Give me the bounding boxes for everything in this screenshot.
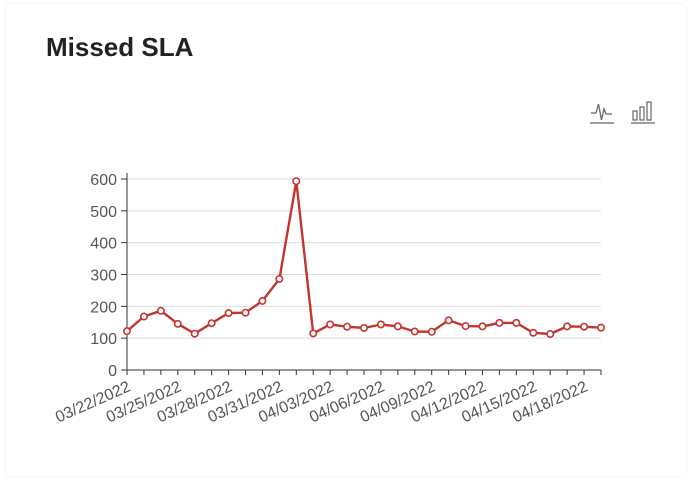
data-point bbox=[139, 312, 148, 321]
data-point bbox=[241, 308, 250, 317]
y-tick-label: 500 bbox=[90, 204, 117, 221]
data-point bbox=[359, 323, 368, 332]
y-tick-label: 300 bbox=[90, 268, 117, 285]
data-point bbox=[173, 319, 182, 328]
data-point bbox=[292, 177, 301, 186]
data-point bbox=[410, 327, 419, 336]
y-axis-ticks: 0 100 200 300 400 500 600 bbox=[90, 172, 127, 380]
data-point bbox=[529, 328, 538, 337]
y-tick-label: 100 bbox=[90, 331, 117, 348]
data-point bbox=[427, 327, 436, 336]
data-point bbox=[546, 330, 555, 339]
series-group bbox=[123, 177, 605, 339]
grid-lines bbox=[127, 178, 601, 339]
series-line bbox=[126, 179, 602, 336]
data-point bbox=[275, 274, 284, 283]
x-axis-ticks: 03/22/202203/25/202203/28/202203/31/2022… bbox=[53, 370, 602, 426]
y-tick-label: 0 bbox=[108, 363, 117, 380]
data-point bbox=[207, 319, 216, 328]
data-point bbox=[444, 316, 453, 325]
data-point bbox=[512, 318, 521, 327]
data-point bbox=[478, 322, 487, 331]
bar-chart-icon[interactable] bbox=[630, 98, 656, 128]
data-point bbox=[224, 309, 233, 318]
data-point bbox=[156, 306, 165, 315]
data-point bbox=[580, 322, 589, 331]
data-point bbox=[309, 329, 318, 338]
data-point bbox=[393, 322, 402, 331]
data-point bbox=[376, 320, 385, 329]
line-chart-icon-svg bbox=[590, 103, 614, 124]
data-point bbox=[190, 329, 199, 338]
data-point bbox=[596, 323, 605, 332]
data-point bbox=[123, 327, 132, 336]
data-point bbox=[563, 322, 572, 331]
data-point bbox=[326, 320, 335, 329]
y-tick-label: 400 bbox=[90, 236, 117, 253]
line-chart-icon[interactable] bbox=[589, 98, 615, 128]
y-tick-label: 600 bbox=[90, 172, 117, 189]
data-point bbox=[343, 322, 352, 331]
axes bbox=[126, 173, 601, 371]
y-tick-label: 200 bbox=[90, 299, 117, 316]
chart-card: Missed SLA bbox=[6, 4, 686, 476]
data-point bbox=[461, 322, 470, 331]
data-point bbox=[495, 318, 504, 327]
page-title: Missed SLA bbox=[46, 32, 194, 62]
data-point bbox=[258, 296, 267, 305]
bar-chart-icon-svg bbox=[631, 101, 655, 124]
